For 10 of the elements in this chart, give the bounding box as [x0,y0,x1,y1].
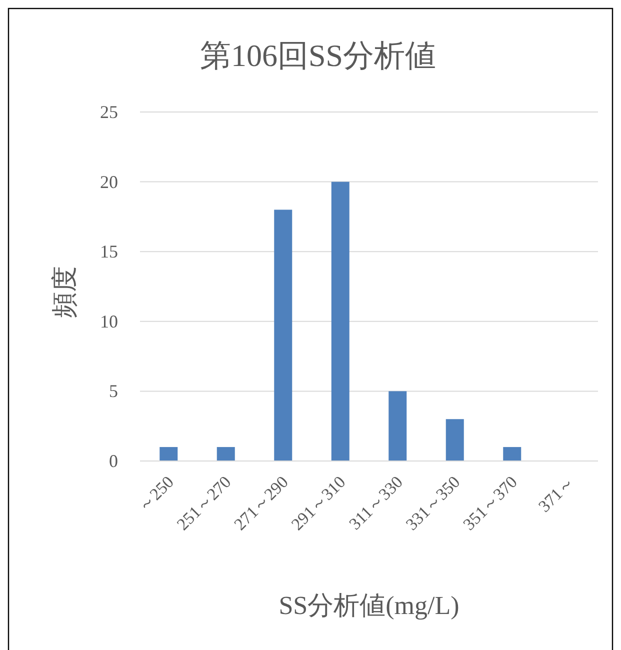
chart-title: 第106回SS分析値 [200,38,436,73]
y-tick-label: 0 [109,451,118,471]
y-tick-label: 20 [100,172,118,192]
y-tick-label: 10 [100,311,118,332]
y-tick-label: 15 [100,242,118,262]
y-tick-label: 25 [100,102,118,122]
y-axis-title: 頻度 [50,266,79,318]
x-axis-title: SS分析値(mg/L) [278,591,460,620]
y-tick-label: 5 [109,381,118,402]
x-tick-label: 371～ [534,472,578,516]
